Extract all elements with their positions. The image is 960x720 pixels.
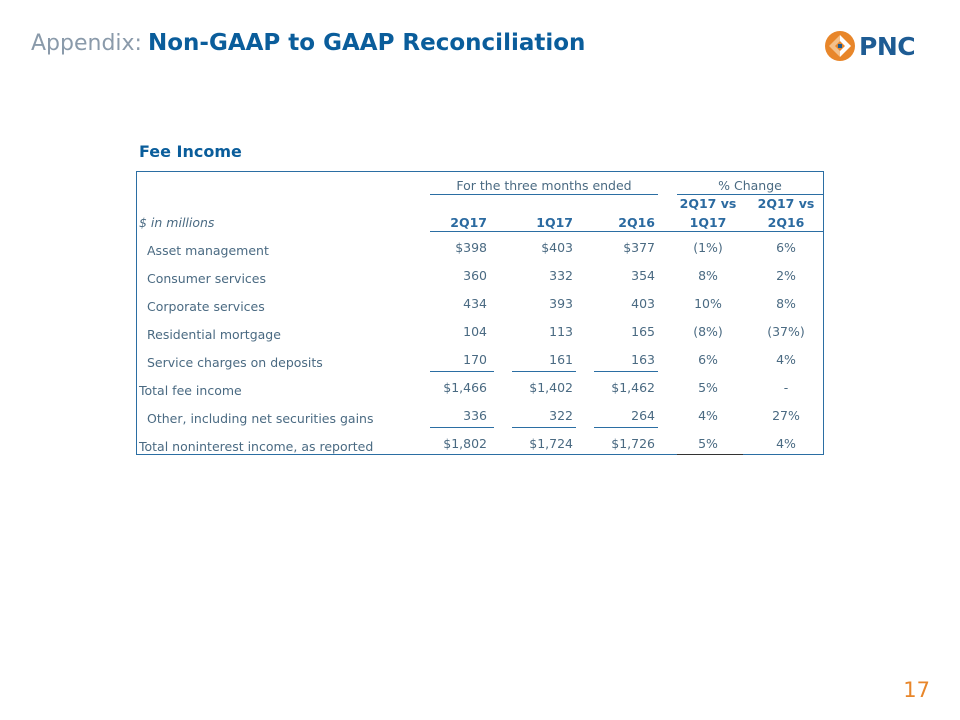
row-label: Asset management	[147, 243, 269, 258]
row-label: Other, including net securities gains	[147, 411, 374, 426]
row-label: Total fee income	[139, 383, 242, 398]
pnc-logo: PNC	[824, 30, 934, 62]
cell-value: $1,402	[529, 380, 573, 395]
row-label: Total noninterest income, as reported	[139, 439, 374, 454]
row-label: Consumer services	[147, 271, 267, 286]
cell-value: 163	[631, 352, 655, 367]
col-header-change-1-line2: 1Q17	[689, 215, 727, 230]
cell-change: 10%	[694, 296, 722, 311]
title-prefix: Appendix:	[31, 31, 142, 56]
col-header-2q16: 2Q16	[618, 215, 655, 230]
cell-change: 4%	[776, 436, 796, 451]
cell-value: 264	[631, 408, 655, 423]
cell-value: $403	[541, 240, 573, 255]
cell-value: $1,462	[611, 380, 655, 395]
cell-value: 403	[631, 296, 655, 311]
cell-value: 354	[631, 268, 655, 283]
cell-value: $1,802	[443, 436, 487, 451]
cell-change: -	[783, 380, 789, 395]
cell-value: 113	[549, 324, 573, 339]
title-main: Non-GAAP to GAAP Reconciliation	[147, 30, 586, 56]
cell-change: (1%)	[693, 240, 723, 255]
cell-change: 8%	[776, 296, 796, 311]
cell-value: $1,466	[443, 380, 487, 395]
group-header-change: % Change	[718, 178, 782, 193]
cell-change: 8%	[698, 268, 718, 283]
cell-value: 170	[463, 352, 487, 367]
cell-value: 336	[463, 408, 487, 423]
cell-value: 104	[463, 324, 487, 339]
cell-value: 165	[631, 324, 655, 339]
cell-value: 393	[549, 296, 573, 311]
cell-change: 5%	[698, 436, 718, 451]
section-title: Fee Income	[139, 142, 242, 161]
row-label: Residential mortgage	[147, 327, 281, 342]
cell-change: (37%)	[767, 324, 805, 339]
cell-change: 5%	[698, 380, 718, 395]
cell-change: 4%	[698, 408, 718, 423]
cell-change: (8%)	[693, 324, 723, 339]
logo-wordmark: PNC	[859, 31, 916, 61]
cell-value: 332	[549, 268, 573, 283]
cell-change: 4%	[776, 352, 796, 367]
cell-change: 2%	[776, 268, 796, 283]
col-header-change-1-line1: 2Q17 vs	[679, 196, 737, 211]
page-title: Appendix: Non-GAAP to GAAP Reconciliation	[31, 30, 585, 56]
cell-value: $1,724	[529, 436, 573, 451]
cell-change: 6%	[698, 352, 718, 367]
row-label: Service charges on deposits	[147, 355, 323, 370]
units-label: $ in millions	[139, 215, 215, 230]
cell-value: 434	[463, 296, 487, 311]
cell-value: $398	[455, 240, 487, 255]
col-header-2q17: 2Q17	[450, 215, 487, 230]
pnc-logo-icon	[825, 31, 855, 61]
cell-value: $377	[623, 240, 655, 255]
fee-income-table: For the three months ended % Change $ in…	[136, 171, 824, 455]
group-header-period: For the three months ended	[456, 178, 632, 193]
col-header-1q17: 1Q17	[536, 215, 573, 230]
page-number: 17	[903, 678, 930, 702]
cell-change: 6%	[776, 240, 796, 255]
cell-value: 360	[463, 268, 487, 283]
col-header-change-2-line2: 2Q16	[767, 215, 805, 230]
cell-value: 322	[549, 408, 573, 423]
cell-change: 27%	[772, 408, 800, 423]
cell-value: 161	[549, 352, 573, 367]
cell-value: $1,726	[611, 436, 655, 451]
col-header-change-2-line1: 2Q17 vs	[757, 196, 815, 211]
row-label: Corporate services	[147, 299, 265, 314]
